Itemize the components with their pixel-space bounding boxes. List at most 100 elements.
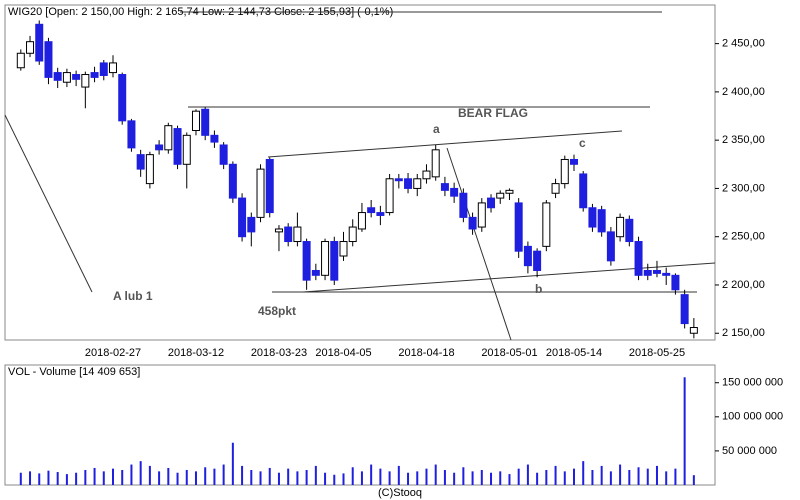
volume-bar (84, 470, 87, 485)
volume-bar (194, 471, 197, 485)
price-panel (4, 4, 716, 341)
volume-bar (655, 465, 658, 485)
candle-body (357, 212, 366, 230)
x-tick-label: 2018-04-18 (398, 347, 454, 359)
candle-body (542, 202, 551, 247)
annotation: a (433, 122, 440, 136)
volume-bar (342, 473, 345, 485)
candle-body (81, 74, 90, 88)
volume-bar (38, 473, 41, 485)
y-tick-label: 2 350,00 (722, 134, 765, 146)
volume-bar (351, 467, 354, 485)
annotation: b (535, 282, 542, 296)
candle-body (247, 216, 256, 233)
volume-bar (416, 471, 419, 485)
volume-bar (65, 474, 68, 485)
candle-body (62, 72, 71, 83)
candle-body (219, 144, 228, 165)
candle-body (127, 120, 136, 149)
candle-body (99, 62, 108, 76)
candle-body (625, 218, 634, 243)
candle-body (35, 23, 44, 62)
candle-body (385, 178, 394, 214)
candle-body (72, 74, 81, 80)
volume-bar (397, 465, 400, 485)
x-tick-label: 2018-02-27 (85, 347, 141, 359)
volume-bar (508, 474, 511, 485)
volume-bar (176, 472, 179, 485)
candle-body (191, 110, 200, 132)
x-tick-label: 2018-05-25 (629, 347, 685, 359)
volume-bar (93, 467, 96, 485)
candle-body (173, 128, 182, 165)
trend-line (267, 130, 623, 158)
volume-bar (102, 471, 105, 485)
candle-body (265, 158, 274, 214)
volume-bar (480, 470, 483, 485)
candle-body (321, 241, 330, 276)
candle-body (440, 183, 449, 191)
volume-bar (277, 472, 280, 485)
volume-bar (370, 464, 373, 485)
volume-bar (250, 470, 253, 485)
candle-body (422, 170, 431, 180)
y-tick-label: 150 000 000 (722, 377, 783, 389)
volume-bar (692, 475, 695, 485)
annotation: c (579, 136, 586, 150)
candle-body (53, 72, 62, 81)
volume-bar (305, 470, 308, 485)
volume-bar (241, 465, 244, 485)
volume-bar (75, 472, 78, 485)
volume-bar (443, 470, 446, 485)
x-tick-label: 2018-05-14 (546, 347, 602, 359)
volume-bar (167, 467, 170, 485)
candle-body (551, 183, 560, 194)
candle-body (477, 202, 486, 228)
candle-body (90, 72, 99, 78)
candle-body (109, 62, 117, 74)
candle-body (588, 207, 597, 228)
volume-bar (379, 468, 382, 485)
candle-body (523, 245, 532, 267)
y-tick-label: 2 150,00 (722, 327, 765, 339)
candle-body (606, 231, 615, 262)
volume-panel (4, 364, 716, 486)
volume-bar (204, 467, 207, 485)
volume-bar (222, 464, 225, 485)
volume-bar (591, 470, 594, 485)
candle-body (570, 158, 578, 165)
x-tick-label: 2018-03-12 (168, 347, 224, 359)
candle-body (118, 74, 127, 122)
volume-bar (434, 464, 437, 485)
volume-bar (185, 470, 188, 485)
candle-body (505, 189, 514, 194)
volume-bar (259, 471, 262, 485)
volume-bar (324, 472, 327, 485)
candle-body (662, 272, 671, 276)
volume-bar (665, 471, 668, 485)
candle-body (155, 144, 164, 151)
volume-bar (646, 468, 649, 485)
volume-bar (19, 472, 22, 485)
candle-body (459, 192, 468, 218)
candle-body (680, 294, 689, 325)
candle-body (367, 207, 376, 214)
volume-bar (29, 471, 32, 485)
candle-body (616, 216, 625, 238)
trend-line (446, 147, 512, 341)
volume-bar (683, 377, 686, 485)
candle-body (26, 41, 35, 54)
volume-bar (148, 465, 151, 485)
candle-body (487, 197, 496, 209)
candle-body (597, 209, 606, 233)
volume-bar (56, 472, 59, 485)
annotation: 458pkt (258, 304, 296, 318)
candle-body (293, 226, 302, 243)
volume-bar (526, 464, 529, 485)
x-tick-label: 2018-04-05 (315, 347, 371, 359)
y-tick-label: 100 000 000 (722, 411, 783, 423)
candle-body (136, 154, 145, 170)
volume-bar (453, 472, 456, 485)
volume-bar (231, 442, 234, 485)
